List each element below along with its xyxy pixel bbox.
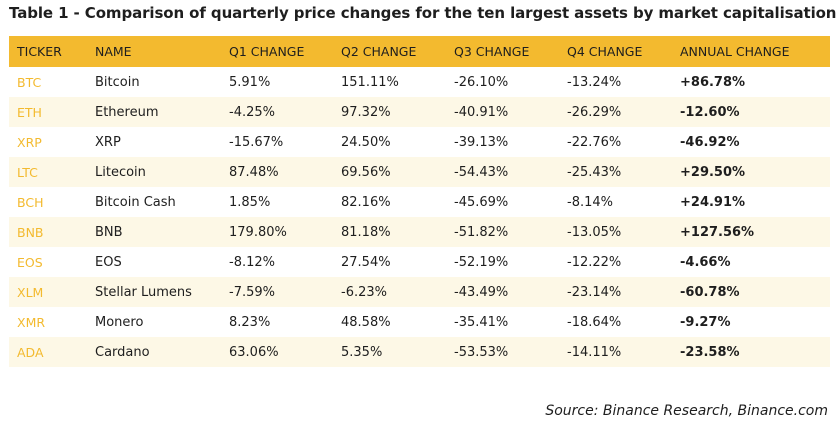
annual-cell: +86.78% [680,74,746,90]
q1-cell: -7.59% [229,284,275,300]
q4-cell: -18.64% [567,314,622,330]
q3-cell: -54.43% [454,164,509,180]
q1-cell: 179.80% [229,224,287,240]
q1-cell: 5.91% [229,74,271,90]
column-header-name: NAME [95,44,132,59]
q4-cell: -23.14% [567,284,622,300]
annual-cell: +29.50% [680,164,746,180]
column-header-ticker: TICKER [17,44,62,59]
name-cell: BNB [95,224,123,240]
q1-cell: -8.12% [229,254,275,270]
q2-cell: 82.16% [341,194,391,210]
name-cell: Bitcoin Cash [95,194,176,210]
table-row: EOS EOS -8.12% 27.54% -52.19% -12.22% -4… [9,247,830,277]
annual-cell: -23.58% [680,344,740,360]
q3-cell: -51.82% [454,224,509,240]
q2-cell: 27.54% [341,254,391,270]
table-header-row: TICKER NAME Q1 CHANGE Q2 CHANGE Q3 CHANG… [9,36,830,67]
annual-cell: -60.78% [680,284,740,300]
name-cell: Bitcoin [95,74,140,90]
ticker-cell: EOS [17,254,43,270]
q2-cell: 5.35% [341,344,383,360]
table-row: BNB BNB 179.80% 81.18% -51.82% -13.05% +… [9,217,830,247]
q3-cell: -45.69% [454,194,509,210]
q4-cell: -14.11% [567,344,622,360]
table-row: ETH Ethereum -4.25% 97.32% -40.91% -26.2… [9,97,830,127]
q3-cell: -53.53% [454,344,509,360]
q3-cell: -39.13% [454,134,509,150]
annual-cell: -9.27% [680,314,731,330]
q3-cell: -43.49% [454,284,509,300]
column-header-q3-change: Q3 CHANGE [454,44,530,59]
annual-cell: -12.60% [680,104,740,120]
q1-cell: 8.23% [229,314,271,330]
ticker-cell: LTC [17,164,38,180]
name-cell: Litecoin [95,164,146,180]
q1-cell: 63.06% [229,344,279,360]
table-row: XLM Stellar Lumens -7.59% -6.23% -43.49%… [9,277,830,307]
q1-cell: 1.85% [229,194,271,210]
name-cell: Monero [95,314,144,330]
ticker-cell: XMR [17,314,46,330]
q4-cell: -8.14% [567,194,613,210]
annual-cell: +24.91% [680,194,746,210]
table-row: XMR Monero 8.23% 48.58% -35.41% -18.64% … [9,307,830,337]
ticker-cell: BCH [17,194,44,210]
column-header-annual-change: ANNUAL CHANGE [680,44,790,59]
q2-cell: 151.11% [341,74,399,90]
name-cell: Cardano [95,344,150,360]
annual-cell: +127.56% [680,224,755,240]
source-note: Source: Binance Research, Binance.com [545,403,828,419]
ticker-cell: XRP [17,134,42,150]
table-row: ADA Cardano 63.06% 5.35% -53.53% -14.11%… [9,337,830,367]
q3-cell: -26.10% [454,74,509,90]
price-change-table: TICKER NAME Q1 CHANGE Q2 CHANGE Q3 CHANG… [9,36,830,367]
q1-cell: -15.67% [229,134,284,150]
column-header-q4-change: Q4 CHANGE [567,44,643,59]
annual-cell: -4.66% [680,254,731,270]
name-cell: Stellar Lumens [95,284,192,300]
q4-cell: -25.43% [567,164,622,180]
q4-cell: -22.76% [567,134,622,150]
q2-cell: 81.18% [341,224,391,240]
name-cell: Ethereum [95,104,159,120]
q1-cell: -4.25% [229,104,275,120]
ticker-cell: XLM [17,284,44,300]
q2-cell: 69.56% [341,164,391,180]
q2-cell: 48.58% [341,314,391,330]
table-row: XRP XRP -15.67% 24.50% -39.13% -22.76% -… [9,127,830,157]
column-header-q2-change: Q2 CHANGE [341,44,417,59]
q2-cell: 24.50% [341,134,391,150]
q4-cell: -13.24% [567,74,622,90]
annual-cell: -46.92% [680,134,740,150]
ticker-cell: BNB [17,224,44,240]
q4-cell: -13.05% [567,224,622,240]
q4-cell: -26.29% [567,104,622,120]
q2-cell: -6.23% [341,284,387,300]
q3-cell: -52.19% [454,254,509,270]
q1-cell: 87.48% [229,164,279,180]
name-cell: EOS [95,254,122,270]
table-title: Table 1 - Comparison of quarterly price … [9,4,836,22]
q3-cell: -35.41% [454,314,509,330]
column-header-q1-change: Q1 CHANGE [229,44,305,59]
table-row: LTC Litecoin 87.48% 69.56% -54.43% -25.4… [9,157,830,187]
table-row: BTC Bitcoin 5.91% 151.11% -26.10% -13.24… [9,67,830,97]
table-row: BCH Bitcoin Cash 1.85% 82.16% -45.69% -8… [9,187,830,217]
ticker-cell: ETH [17,104,42,120]
q4-cell: -12.22% [567,254,622,270]
ticker-cell: ADA [17,344,44,360]
name-cell: XRP [95,134,121,150]
ticker-cell: BTC [17,74,42,90]
q2-cell: 97.32% [341,104,391,120]
q3-cell: -40.91% [454,104,509,120]
